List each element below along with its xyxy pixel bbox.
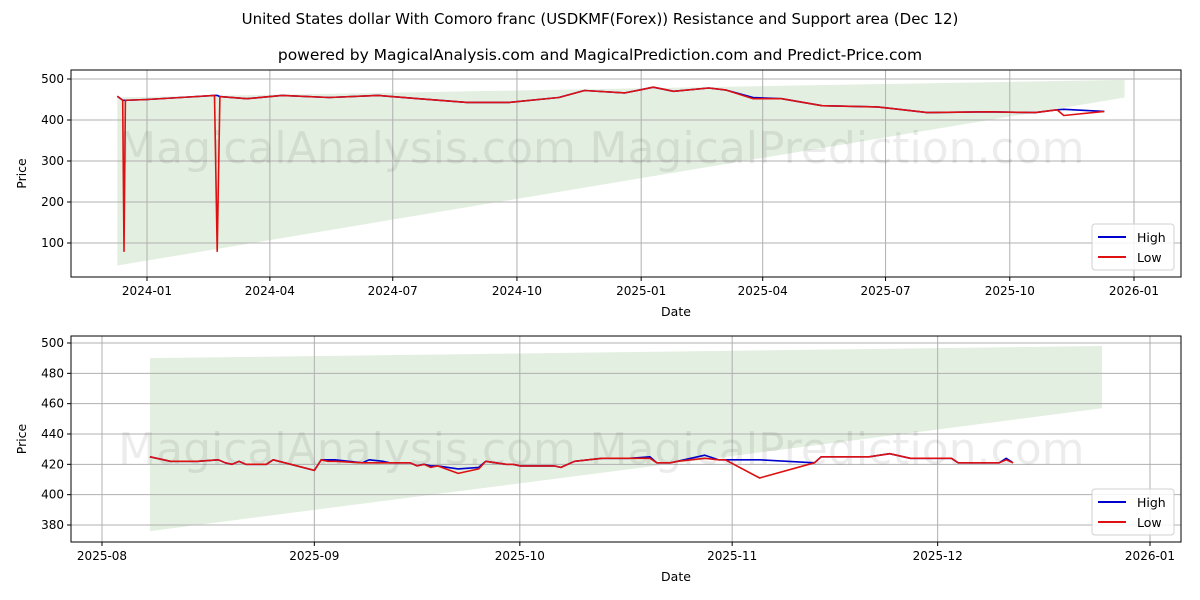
x-axis-label: Date (661, 304, 691, 319)
y-tick-label: 380 (41, 518, 64, 532)
x-tick-label: 2026-01 (1109, 284, 1159, 298)
x-tick-label: 2024-07 (368, 284, 418, 298)
y-tick-label: 460 (41, 397, 64, 411)
x-tick-label: 2026-01 (1125, 549, 1175, 563)
legend-label-low: Low (1137, 250, 1162, 265)
y-tick-label: 300 (41, 154, 64, 168)
x-tick-label: 2025-04 (738, 284, 788, 298)
y-tick-label: 440 (41, 427, 64, 441)
series-low-line (149, 452, 1014, 479)
x-tick-label: 2024-04 (245, 284, 295, 298)
y-tick-label: 420 (41, 457, 64, 471)
chart-panel-2: 2025-08 2025-09 2025-10 2025-11 2025-12 2026-… (14, 335, 1182, 584)
x-tick-label: 2025-09 (289, 549, 339, 563)
watermark: MagicalPrediction.com (590, 424, 1085, 475)
plot-frame (70, 335, 1182, 543)
watermark: MagicalAnalysis.com (118, 123, 576, 174)
x-tick-label: 2025-07 (860, 284, 910, 298)
y-tick-label: 500 (41, 72, 64, 86)
legend-label-high: High (1137, 495, 1166, 510)
x-axis-label: Date (661, 569, 691, 584)
x-tick-label: 2025-10 (495, 549, 545, 563)
y-tick-label: 100 (41, 236, 64, 250)
series-low-line (116, 86, 1105, 252)
x-tick-label: 2025-01 (616, 284, 666, 298)
support-resistance-band (117, 79, 1125, 266)
watermark: MagicalAnalysis.com (118, 424, 576, 475)
chart-panel-1: 2024-01 2024-04 2024-07 2024-10 2025-01 2025-… (14, 69, 1182, 319)
x-tick-label: 2025-11 (707, 549, 757, 563)
legend: High Low (1091, 223, 1175, 271)
watermark: MagicalPrediction.com (590, 123, 1085, 174)
legend-label-high: High (1137, 230, 1166, 245)
x-tick-label: 2025-12 (913, 549, 963, 563)
y-tick-label: 480 (41, 366, 64, 380)
y-tick-label: 200 (41, 195, 64, 209)
y-axis-label: Price (14, 423, 29, 454)
x-tick-label: 2025-08 (77, 549, 127, 563)
plot-frame (70, 69, 1182, 278)
support-resistance-band (149, 346, 1103, 532)
y-tick-label: 500 (41, 336, 64, 350)
y-axis-label: Price (14, 158, 29, 189)
x-tick-label: 2024-10 (492, 284, 542, 298)
x-tick-label: 2024-01 (122, 284, 172, 298)
legend: High Low (1091, 488, 1175, 536)
x-tick-label: 2025-10 (985, 284, 1035, 298)
legend-label-low: Low (1137, 515, 1162, 530)
chart-title: United States dollar With Comoro franc (… (241, 10, 959, 28)
y-tick-label: 400 (41, 113, 64, 127)
chart-subtitle: powered by MagicalAnalysis.com and Magic… (277, 46, 923, 64)
y-tick-label: 400 (41, 488, 64, 502)
